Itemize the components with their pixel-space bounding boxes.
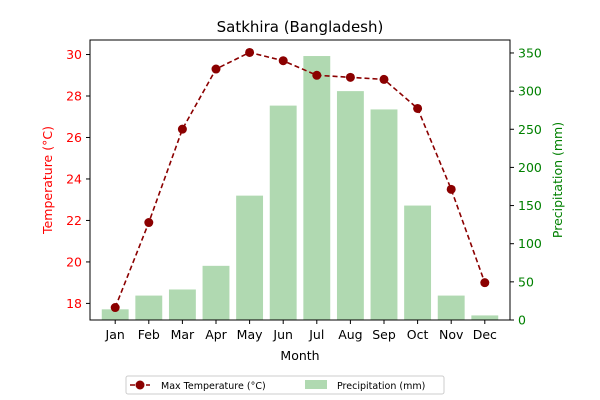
precipitation-bar-aug <box>336 91 364 321</box>
y-right-tick-label-200: 200 <box>518 160 542 175</box>
legend-temperature-label: Max Temperature (°C) <box>161 381 266 392</box>
precipitation-bars <box>101 56 499 321</box>
x-tick-label-apr: Apr <box>205 327 227 342</box>
precipitation-bar-nov <box>437 295 465 320</box>
x-tick-label-jul: Jul <box>308 327 324 342</box>
precipitation-bar-dec <box>471 315 499 320</box>
precipitation-bar-apr <box>202 265 230 320</box>
x-tick-label-jan: Jan <box>105 327 125 342</box>
x-axis: Jan Feb Mar Apr May Jun Jul Aug Sep Oct Nov Dec <box>105 320 497 342</box>
x-tick-label-aug: Aug <box>338 327 362 342</box>
x-tick-label-feb: Feb <box>138 327 160 342</box>
x-tick-label-dec: Dec <box>473 327 497 342</box>
temperature-point-apr <box>211 64 221 74</box>
y-right-tick-label-350: 350 <box>518 45 542 60</box>
legend: Max Temperature (°C) Precipitation (mm) <box>125 375 445 395</box>
temperature-point-dec <box>480 278 490 288</box>
y-right-tick-label-100: 100 <box>518 236 542 251</box>
y-left-tick-label-26: 26 <box>66 130 82 145</box>
y-left-tick-label-24: 24 <box>66 171 82 186</box>
temperature-point-nov <box>446 184 456 194</box>
temperature-point-sep <box>379 74 389 84</box>
y-axis-right: 0 50 100 150 200 250 300 350 <box>510 45 542 328</box>
y-right-tick-label-300: 300 <box>518 84 542 99</box>
y-left-tick-label-28: 28 <box>66 89 82 104</box>
x-tick-label-oct: Oct <box>407 327 429 342</box>
x-axis-label: Month <box>280 348 319 363</box>
y-axis-left: 18 20 22 24 26 28 30 <box>66 47 90 311</box>
precipitation-bar-jan <box>101 309 129 320</box>
x-tick-label-may: May <box>237 327 263 342</box>
temperature-point-aug <box>345 72 355 82</box>
y-axis-left-label: Temperature (°C) <box>40 126 55 235</box>
legend-precipitation-label: Precipitation (mm) <box>337 381 425 392</box>
precipitation-bar-sep <box>370 109 398 320</box>
plot-frame <box>89 39 511 321</box>
precipitation-bar-mar <box>168 289 196 320</box>
y-left-tick-label-20: 20 <box>66 254 82 269</box>
legend-precipitation-swatch <box>305 380 327 389</box>
temperature-point-jul <box>312 70 322 80</box>
temperature-point-feb <box>144 218 154 228</box>
y-right-tick-label-50: 50 <box>518 274 534 289</box>
precipitation-bar-may <box>236 195 264 320</box>
x-tick-label-jun: Jun <box>272 327 293 342</box>
legend-frame <box>125 375 445 395</box>
precipitation-bar-jul <box>303 56 331 321</box>
precipitation-bar-oct <box>404 205 432 320</box>
legend-temperature-marker <box>135 380 145 390</box>
precipitation-bar-jun <box>269 105 297 321</box>
x-tick-label-nov: Nov <box>439 327 464 342</box>
temperature-point-jan <box>110 303 120 313</box>
precipitation-bar-feb <box>135 295 163 320</box>
y-left-tick-label-18: 18 <box>66 296 82 311</box>
y-left-tick-label-30: 30 <box>66 47 82 62</box>
temperature-point-mar <box>177 124 187 134</box>
x-tick-label-sep: Sep <box>372 327 396 342</box>
temperature-points <box>110 47 490 313</box>
y-right-tick-label-0: 0 <box>518 313 526 328</box>
y-left-tick-label-22: 22 <box>66 213 82 228</box>
y-right-tick-label-250: 250 <box>518 122 542 137</box>
y-right-tick-label-150: 150 <box>518 198 542 213</box>
x-tick-label-mar: Mar <box>171 327 195 342</box>
temperature-point-jun <box>278 56 288 66</box>
temperature-point-oct <box>413 103 423 113</box>
y-axis-right-label: Precipitation (mm) <box>550 122 565 238</box>
chart-title: Satkhira (Bangladesh) <box>217 18 384 36</box>
temperature-point-may <box>245 47 255 57</box>
